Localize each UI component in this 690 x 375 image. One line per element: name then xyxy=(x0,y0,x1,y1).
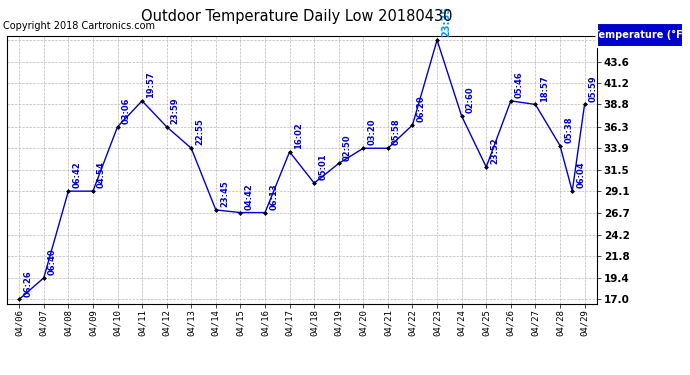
Text: 05:01: 05:01 xyxy=(318,154,327,180)
Text: 05:59: 05:59 xyxy=(589,75,598,102)
Text: 05:38: 05:38 xyxy=(564,116,573,143)
Text: 16:02: 16:02 xyxy=(294,122,303,149)
Text: 05:46: 05:46 xyxy=(515,71,524,98)
Text: 06:40: 06:40 xyxy=(48,248,57,275)
Text: 06:20: 06:20 xyxy=(417,96,426,122)
Text: 05:58: 05:58 xyxy=(392,119,401,146)
Text: 06:26: 06:26 xyxy=(23,270,32,297)
Text: 04:42: 04:42 xyxy=(244,183,254,210)
Text: 23:59: 23:59 xyxy=(171,98,180,124)
Text: 23:45: 23:45 xyxy=(220,180,229,207)
Text: 03:20: 03:20 xyxy=(368,119,377,146)
Text: 06:42: 06:42 xyxy=(72,162,81,188)
Text: 23:35: 23:35 xyxy=(441,6,451,38)
Text: 22:55: 22:55 xyxy=(195,118,204,146)
Text: 19:57: 19:57 xyxy=(146,72,155,98)
Text: Outdoor Temperature Daily Low 20180430: Outdoor Temperature Daily Low 20180430 xyxy=(141,9,453,24)
Text: 06:04: 06:04 xyxy=(576,162,585,188)
Text: 02:50: 02:50 xyxy=(343,134,352,160)
Text: Copyright 2018 Cartronics.com: Copyright 2018 Cartronics.com xyxy=(3,21,155,31)
Text: Temperature (°F): Temperature (°F) xyxy=(593,30,687,40)
Text: 06:13: 06:13 xyxy=(269,183,278,210)
Text: 03:06: 03:06 xyxy=(121,98,130,124)
Text: 23:52: 23:52 xyxy=(491,138,500,164)
Text: 18:57: 18:57 xyxy=(540,75,549,102)
Text: 02:60: 02:60 xyxy=(466,87,475,113)
Text: 04:54: 04:54 xyxy=(97,162,106,188)
